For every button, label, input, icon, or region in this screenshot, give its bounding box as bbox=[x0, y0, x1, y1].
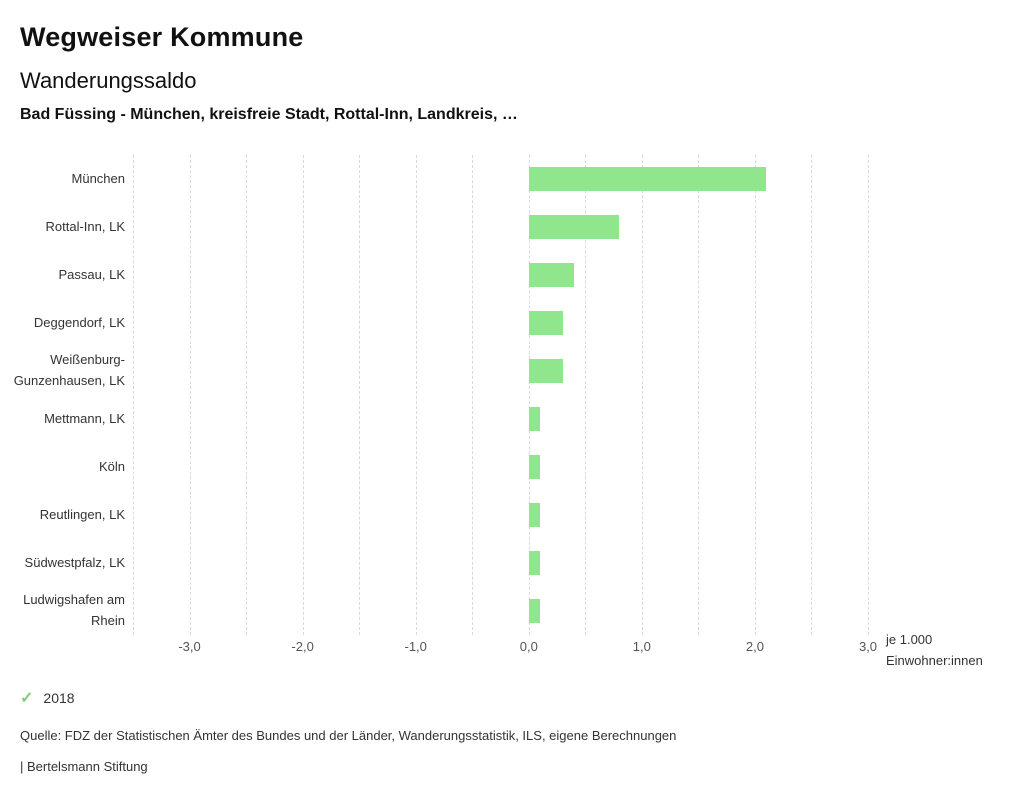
gridline bbox=[528, 155, 530, 635]
category-label: Mettmann, LK bbox=[44, 410, 125, 426]
category-axis: München Rottal-Inn, LK Passau, LK Deggendor… bbox=[10, 155, 125, 635]
gridline bbox=[415, 155, 417, 635]
brand-text: | Bertelsmann Stiftung bbox=[20, 759, 148, 774]
check-icon: ✓ bbox=[20, 690, 34, 707]
axis-unit-line1: je 1.000 bbox=[886, 632, 933, 647]
gridline bbox=[868, 155, 869, 635]
category-label: Ludwigshafen am Rhein bbox=[23, 592, 125, 628]
chart-title: Wanderungssaldo bbox=[20, 68, 197, 93]
plot-area bbox=[133, 155, 869, 635]
gridline bbox=[754, 155, 756, 635]
gridline bbox=[302, 155, 304, 635]
category-label: Passau, LK bbox=[58, 266, 126, 282]
gridline bbox=[698, 155, 700, 635]
legend-year-label: 2018 bbox=[43, 690, 75, 706]
bar[interactable] bbox=[528, 359, 563, 383]
gridline bbox=[246, 155, 248, 635]
category-label: München bbox=[71, 170, 125, 186]
gridline bbox=[189, 155, 191, 635]
gridline bbox=[811, 155, 813, 635]
bar[interactable] bbox=[528, 263, 574, 287]
category-label: Rottal-Inn, LK bbox=[45, 218, 126, 234]
gridline bbox=[641, 155, 643, 635]
chart-selection: Bad Füssing - München, kreisfreie Stadt,… bbox=[20, 106, 518, 123]
bar[interactable] bbox=[528, 215, 620, 239]
x-tick-label: -2,0 bbox=[291, 639, 314, 654]
category-label: Weißenburg-Gunzenhausen, LK bbox=[13, 352, 125, 388]
gridline bbox=[133, 155, 134, 635]
category-label: Deggendorf, LK bbox=[33, 314, 125, 330]
axis-unit-label: je 1.000 Einwohner:innen bbox=[886, 630, 983, 672]
x-tick-label: 0,0 bbox=[519, 639, 538, 654]
bar[interactable] bbox=[528, 503, 541, 527]
app-title: Wegweiser Kommune bbox=[20, 22, 304, 52]
category-label: Köln bbox=[98, 458, 125, 474]
gridline bbox=[472, 155, 474, 635]
legend-item-2018[interactable]: ✓ 2018 bbox=[20, 688, 75, 708]
x-tick-label: -1,0 bbox=[404, 639, 427, 654]
x-tick-label: 3,0 bbox=[858, 639, 878, 654]
bar[interactable] bbox=[528, 455, 541, 479]
axis-unit-line2: Einwohner:innen bbox=[886, 652, 983, 668]
category-label: Reutlingen, LK bbox=[39, 506, 125, 522]
gridline bbox=[585, 155, 587, 635]
bar[interactable] bbox=[528, 167, 767, 191]
source-text: Quelle: FDZ der Statistischen Ämter des … bbox=[20, 728, 677, 743]
bar[interactable] bbox=[528, 551, 541, 575]
x-tick-label: -3,0 bbox=[178, 639, 201, 654]
bar[interactable] bbox=[528, 599, 541, 623]
x-tick-label: 1,0 bbox=[632, 639, 651, 654]
bar[interactable] bbox=[528, 311, 563, 335]
bar-chart: München Rottal-Inn, LK Passau, LK Deggendor… bbox=[0, 155, 1024, 685]
category-label: Südwestpfalz, LK bbox=[24, 554, 125, 570]
gridline bbox=[359, 155, 361, 635]
bar[interactable] bbox=[528, 407, 541, 431]
x-tick-label: 2,0 bbox=[745, 639, 764, 654]
x-axis: -3,0 -2,0 -1,0 0,0 1,0 2,0 3,0 bbox=[133, 639, 877, 659]
